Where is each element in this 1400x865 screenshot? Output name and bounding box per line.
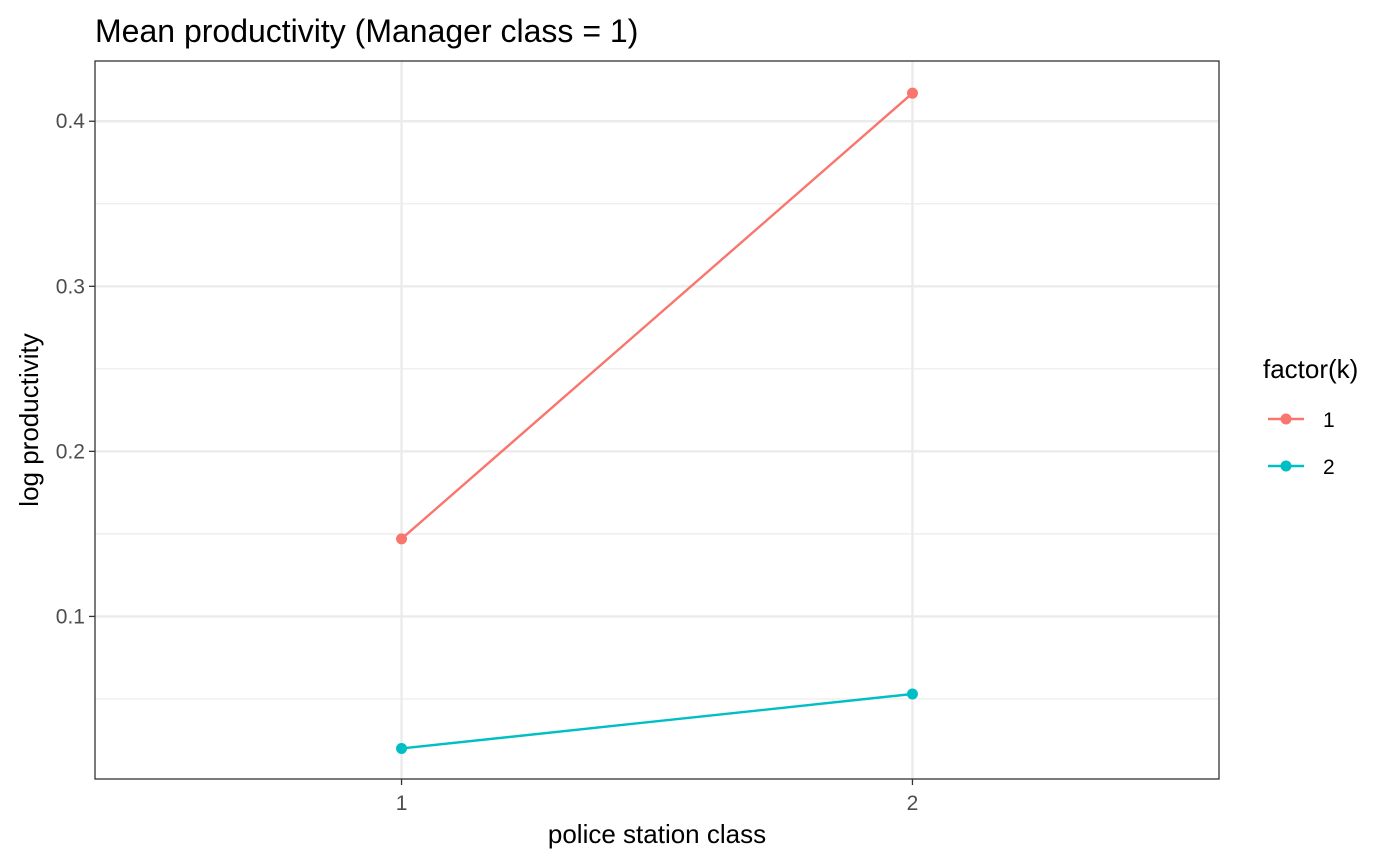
minor-gridlines <box>95 203 1219 700</box>
plot-panel-border <box>94 60 1220 780</box>
data-point-series-2 <box>906 688 918 700</box>
series-line-2 <box>401 692 913 750</box>
major-gridlines <box>95 61 1219 779</box>
y-tick-label: 0.2 <box>56 440 85 463</box>
chart-title: Mean productivity (Manager class = 1) <box>95 13 638 49</box>
series-line-1 <box>400 92 914 540</box>
y-axis-title: log productivity <box>14 333 44 506</box>
y-axis: 0.1 0.2 0.3 0.4 <box>56 110 95 628</box>
legend-label: 1 <box>1323 409 1335 432</box>
y-tick-label: 0.4 <box>56 110 86 133</box>
legend-key-point <box>1280 460 1292 472</box>
legend: factor(k) 1 2 <box>1263 354 1358 479</box>
y-tick-label: 0.3 <box>56 275 85 298</box>
series-lines <box>400 92 914 750</box>
series-points <box>396 87 918 754</box>
legend-key-point <box>1280 413 1292 425</box>
legend-label: 2 <box>1323 456 1335 479</box>
plot-panel <box>95 61 1219 779</box>
data-point-series-1 <box>396 533 408 545</box>
legend-title: factor(k) <box>1263 354 1358 384</box>
data-point-series-2 <box>396 742 408 754</box>
x-tick-label: 1 <box>396 792 408 815</box>
data-point-series-1 <box>906 87 918 99</box>
y-tick-label: 0.1 <box>56 605 85 628</box>
x-axis-title: police station class <box>548 819 766 849</box>
x-tick-label: 2 <box>907 792 919 815</box>
